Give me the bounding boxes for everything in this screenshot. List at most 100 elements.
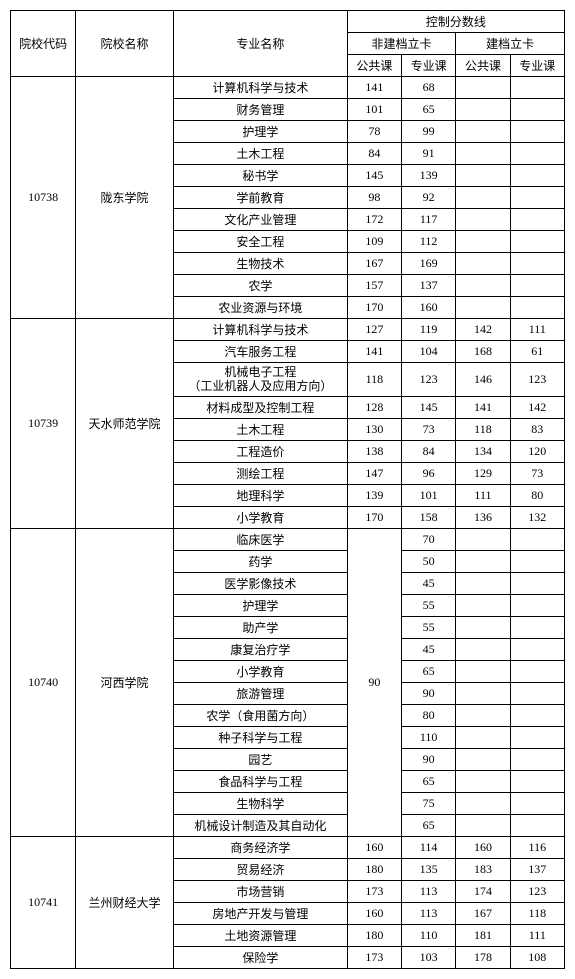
cell-fs: 80 — [510, 484, 564, 506]
cell-fs — [510, 660, 564, 682]
cell-fs — [510, 99, 564, 121]
cell-fs — [510, 638, 564, 660]
cell-major: 药学 — [173, 550, 347, 572]
cell-fp: 111 — [456, 484, 510, 506]
cell-ns: 137 — [402, 275, 456, 297]
cell-np: 138 — [347, 440, 401, 462]
cell-major: 文化产业管理 — [173, 209, 347, 231]
cell-fs: 116 — [510, 836, 564, 858]
cell-fs — [510, 253, 564, 275]
cell-np: 173 — [347, 880, 401, 902]
cell-school: 兰州财经大学 — [76, 836, 174, 968]
cell-major: 护理学 — [173, 594, 347, 616]
cell-fp — [456, 594, 510, 616]
header-major: 专业名称 — [173, 11, 347, 77]
cell-fp — [456, 231, 510, 253]
cell-fp — [456, 638, 510, 660]
cell-fp — [456, 682, 510, 704]
cell-np: 145 — [347, 165, 401, 187]
cell-major: 农学（食用菌方向） — [173, 704, 347, 726]
cell-code: 10741 — [11, 836, 76, 968]
cell-school: 天水师范学院 — [76, 319, 174, 529]
header-non-filed: 非建档立卡 — [347, 33, 456, 55]
cell-fp — [456, 121, 510, 143]
cell-major: 生物技术 — [173, 253, 347, 275]
cell-np: 170 — [347, 506, 401, 528]
cell-ns: 73 — [402, 418, 456, 440]
cell-np: 101 — [347, 99, 401, 121]
cell-ns: 65 — [402, 814, 456, 836]
cell-fs — [510, 594, 564, 616]
cell-ns: 119 — [402, 319, 456, 341]
cell-fs — [510, 792, 564, 814]
cell-ns: 139 — [402, 165, 456, 187]
cell-fs: 123 — [510, 880, 564, 902]
cell-fp: 160 — [456, 836, 510, 858]
cell-fs — [510, 231, 564, 253]
cell-fs: 111 — [510, 319, 564, 341]
cell-ns: 55 — [402, 616, 456, 638]
cell-np: 160 — [347, 836, 401, 858]
cell-ns: 55 — [402, 594, 456, 616]
cell-major: 土木工程 — [173, 143, 347, 165]
cell-code: 10738 — [11, 77, 76, 319]
header-fp: 公共课 — [456, 55, 510, 77]
cell-major: 生物科学 — [173, 792, 347, 814]
cell-np: 157 — [347, 275, 401, 297]
cell-ns: 90 — [402, 748, 456, 770]
cell-fs — [510, 726, 564, 748]
cell-ns: 169 — [402, 253, 456, 275]
cell-major: 护理学 — [173, 121, 347, 143]
cell-np: 173 — [347, 946, 401, 968]
cell-ns: 65 — [402, 660, 456, 682]
cell-fp — [456, 814, 510, 836]
cell-major: 康复治疗学 — [173, 638, 347, 660]
cell-np: 98 — [347, 187, 401, 209]
cell-ns: 113 — [402, 880, 456, 902]
cell-major: 测绘工程 — [173, 462, 347, 484]
cell-ns: 112 — [402, 231, 456, 253]
cell-ns: 92 — [402, 187, 456, 209]
table-header: 院校代码 院校名称 专业名称 控制分数线 非建档立卡 建档立卡 公共课 专业课 … — [11, 11, 565, 77]
cell-ns: 135 — [402, 858, 456, 880]
table-row: 10741兰州财经大学商务经济学160114160116 — [11, 836, 565, 858]
cell-major: 保险学 — [173, 946, 347, 968]
cell-fp — [456, 209, 510, 231]
cell-ns: 160 — [402, 297, 456, 319]
cell-np: 172 — [347, 209, 401, 231]
cell-major: 临床医学 — [173, 528, 347, 550]
cell-fs — [510, 77, 564, 99]
cell-np: 84 — [347, 143, 401, 165]
cell-ns: 110 — [402, 924, 456, 946]
cell-ns: 65 — [402, 99, 456, 121]
cell-fs: 73 — [510, 462, 564, 484]
cell-ns: 80 — [402, 704, 456, 726]
cell-fs — [510, 187, 564, 209]
cell-major: 财务管理 — [173, 99, 347, 121]
cell-fs — [510, 550, 564, 572]
cell-ns: 103 — [402, 946, 456, 968]
header-filed: 建档立卡 — [456, 33, 565, 55]
cell-fs — [510, 748, 564, 770]
cell-fp: 168 — [456, 341, 510, 363]
cell-np: 78 — [347, 121, 401, 143]
cell-major: 农业资源与环境 — [173, 297, 347, 319]
cell-major: 房地产开发与管理 — [173, 902, 347, 924]
cell-fp: 183 — [456, 858, 510, 880]
table-body: 10738陇东学院计算机科学与技术14168财务管理10165护理学7899土木… — [11, 77, 565, 969]
cell-fs: 118 — [510, 902, 564, 924]
cell-ns: 96 — [402, 462, 456, 484]
cell-ns: 101 — [402, 484, 456, 506]
cell-ns: 91 — [402, 143, 456, 165]
cell-school: 河西学院 — [76, 528, 174, 836]
cell-fp — [456, 99, 510, 121]
cell-fp — [456, 253, 510, 275]
cell-fs: 137 — [510, 858, 564, 880]
cell-major: 园艺 — [173, 748, 347, 770]
cell-major: 农学 — [173, 275, 347, 297]
cell-fs — [510, 121, 564, 143]
cell-ns: 145 — [402, 396, 456, 418]
cell-ns: 45 — [402, 572, 456, 594]
cell-fp — [456, 572, 510, 594]
cell-fs — [510, 814, 564, 836]
